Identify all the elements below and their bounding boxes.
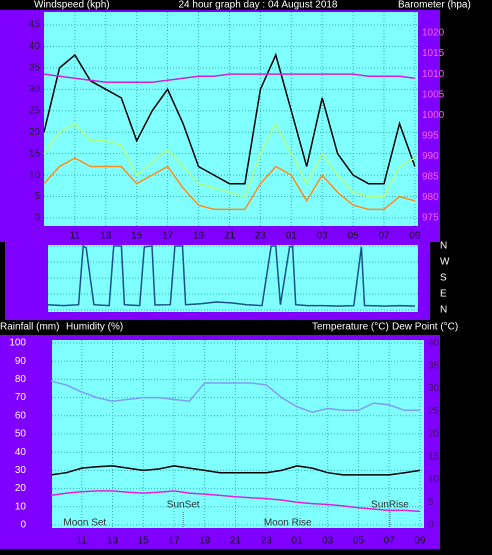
- x-tick-label: 21: [224, 231, 236, 242]
- y-tick-label: 20: [428, 429, 440, 440]
- y-tick-label: 70: [15, 392, 27, 403]
- y-tick-label: 15: [428, 451, 440, 462]
- x-tick-label: 09: [414, 536, 426, 547]
- y-tick-label: 80: [15, 374, 27, 385]
- annotation: Moon Set: [63, 518, 106, 529]
- y-tick-label: 35: [428, 360, 440, 371]
- x-tick-label: 01: [291, 536, 303, 547]
- y-tick-label: W: [440, 257, 450, 268]
- y-tick-label: 30: [15, 465, 27, 476]
- x-tick-label: 13: [107, 536, 119, 547]
- series-line: [43, 157, 416, 211]
- x-tick-label: 19: [193, 231, 205, 242]
- y-tick-label: 45: [29, 20, 41, 31]
- y-tick-label: 25: [29, 105, 41, 116]
- x-tick-label: 21: [230, 536, 242, 547]
- axis-label: Humidity (%): [66, 322, 123, 333]
- series-line: [50, 490, 420, 513]
- y-tick-label: 10: [428, 474, 440, 485]
- y-tick-label: 20: [29, 127, 41, 138]
- chart-title: 24 hour graph day : 04 August 2018: [178, 0, 337, 11]
- plot-area: [44, 12, 418, 226]
- y-tick-label: N: [440, 241, 447, 252]
- x-tick-label: 15: [138, 536, 150, 547]
- x-tick-label: 17: [162, 231, 174, 242]
- y-tick-label: 1020: [422, 28, 445, 39]
- series-line: [50, 465, 421, 476]
- y-axis-label: Windspeed (kph): [34, 0, 110, 11]
- x-tick-label: 09: [409, 231, 421, 242]
- y-tick-label: 1005: [422, 89, 445, 100]
- x-tick-label: 19: [199, 536, 211, 547]
- x-tick-label: 03: [322, 536, 334, 547]
- y-tick-label: 50: [15, 429, 27, 440]
- x-tick-label: 05: [353, 536, 365, 547]
- x-tick-label: 23: [255, 231, 267, 242]
- series-line: [43, 73, 415, 84]
- y-tick-label: S: [440, 273, 447, 284]
- y-tick-label: 975: [422, 213, 439, 224]
- y-tick-label: 40: [29, 41, 41, 52]
- x-tick-label: 11: [70, 231, 81, 242]
- x-tick-label: 23: [261, 536, 273, 547]
- x-tick-label: 15: [131, 231, 143, 242]
- x-tick-label: 11: [77, 536, 88, 547]
- x-tick-label: 05: [348, 231, 360, 242]
- y2-axis-label: Barometer (hpa): [398, 0, 471, 11]
- y-tick-label: 5: [428, 497, 434, 508]
- y-tick-label: 1000: [422, 110, 445, 121]
- y-tick-label: 15: [29, 148, 41, 159]
- y-tick-label: 40: [15, 447, 27, 458]
- x-tick-label: 01: [286, 231, 298, 242]
- series-line: [50, 380, 420, 413]
- y-tick-label: 20: [15, 483, 27, 494]
- y-tick-label: 30: [29, 84, 41, 95]
- y-tick-label: 980: [422, 192, 439, 203]
- series-line: [43, 52, 416, 185]
- y-tick-label: 40: [428, 338, 440, 349]
- annotation: SunRise: [371, 500, 409, 511]
- annotation: Moon Rise: [264, 518, 312, 529]
- x-tick-label: 03: [317, 231, 329, 242]
- y-tick-label: 990: [422, 151, 439, 162]
- axis-label: Temperature (°C): [312, 322, 389, 333]
- y-tick-label: 30: [428, 383, 440, 394]
- x-tick-label: 17: [168, 536, 180, 547]
- y-tick-label: 1015: [422, 48, 445, 59]
- y-tick-label: 0: [34, 213, 40, 224]
- series-line: [43, 121, 416, 198]
- y-tick-label: 1010: [422, 69, 445, 80]
- y-tick-label: 35: [29, 63, 41, 74]
- y-tick-label: 60: [15, 410, 27, 421]
- y-tick-label: 985: [422, 172, 439, 183]
- y-tick-label: 10: [29, 170, 41, 181]
- y-tick-label: 25: [428, 406, 440, 417]
- y-tick-label: 10: [15, 501, 27, 512]
- y-tick-label: 0: [20, 520, 26, 531]
- y-tick-label: 0: [428, 520, 434, 531]
- annotation: SunSet: [167, 500, 200, 511]
- y-tick-label: 90: [15, 356, 27, 367]
- x-tick-label: 07: [378, 231, 390, 242]
- y-tick-label: 100: [9, 338, 26, 349]
- y-tick-label: 5: [34, 191, 40, 202]
- series-line: [47, 244, 415, 307]
- y-tick-label: 995: [422, 130, 439, 141]
- x-tick-label: 07: [384, 536, 396, 547]
- x-tick-label: 13: [100, 231, 112, 242]
- y-tick-label: N: [440, 305, 447, 316]
- axis-label: Dew Point (°C): [392, 322, 458, 333]
- axis-label: Rainfall (mm): [0, 322, 59, 333]
- y-tick-label: E: [440, 289, 447, 300]
